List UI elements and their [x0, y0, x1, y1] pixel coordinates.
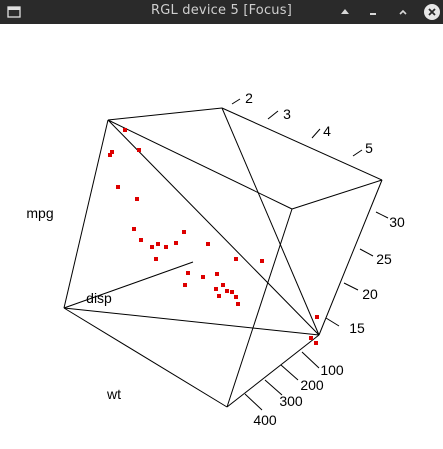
scatter-point [123, 128, 127, 132]
box-edge [63, 119, 109, 309]
y-tick-label: 200 [300, 377, 324, 393]
y-tick-label: 300 [279, 393, 303, 409]
scatter-point [156, 242, 160, 246]
axis-ticks [231, 98, 389, 411]
scatter-point [108, 153, 112, 157]
scatter-point [183, 283, 187, 287]
y-tick [280, 364, 299, 381]
scatter-point [150, 245, 154, 249]
x-tick-label: 3 [283, 106, 291, 122]
scatter-point [132, 227, 136, 231]
scatter-point [215, 272, 219, 276]
x-tick-label: 5 [365, 140, 373, 156]
x-tick [352, 149, 363, 157]
close-icon[interactable] [423, 3, 441, 21]
box-edge [221, 107, 320, 336]
scatter-point [201, 275, 205, 279]
scatter-point [314, 341, 318, 345]
box-edge [107, 119, 320, 336]
z-tick-label: 30 [389, 214, 405, 230]
z-tick [375, 211, 389, 219]
scatter-point [174, 241, 178, 245]
scatter-point [230, 290, 234, 294]
scatter-point [221, 283, 225, 287]
z-tick [325, 317, 340, 327]
z-axis-label: mpg [26, 205, 53, 221]
scatter-point [309, 336, 313, 340]
rgl-plot-viewport[interactable]: 2 3 4 5 100 200 300 400 15 20 25 30 mpg disp wt [0, 24, 443, 445]
box-edge [221, 107, 383, 181]
y-tick [244, 393, 263, 411]
scatter-point [315, 315, 319, 319]
axis-labels: mpg disp wt [26, 205, 121, 402]
box-edge [291, 179, 383, 210]
x-tick-label: 2 [245, 90, 253, 106]
scatter-point [110, 150, 114, 154]
window-title: RGL device 5 [Focus] [151, 3, 292, 18]
x-axis-label: wt [106, 386, 121, 402]
maximize-icon[interactable] [395, 4, 411, 20]
y-axis-label: disp [86, 290, 112, 306]
y-tick-label: 400 [253, 412, 277, 428]
z-tick [343, 282, 359, 291]
scatter-point [137, 148, 141, 152]
box-edge [63, 261, 194, 309]
scatter-point [154, 257, 158, 261]
z-tick-label: 20 [362, 286, 378, 302]
scatter-point [234, 295, 238, 299]
scatter-point [182, 230, 186, 234]
x-tick-label: 4 [323, 123, 331, 139]
scatter-point [206, 242, 210, 246]
minimize-icon[interactable] [365, 4, 381, 20]
window-menu-icon[interactable] [6, 4, 22, 20]
y-tick [301, 351, 320, 369]
scatter-point [139, 238, 143, 242]
y-tick-label: 100 [320, 362, 344, 378]
box-edge [318, 179, 383, 336]
scatter-point [116, 185, 120, 189]
scatter-point [234, 257, 238, 261]
z-tick-label: 25 [376, 251, 392, 267]
data-points [108, 128, 319, 345]
x-tick [267, 110, 279, 120]
window-titlebar[interactable]: RGL device 5 [Focus] [0, 0, 443, 24]
box-edge [63, 307, 228, 408]
z-tick [359, 248, 374, 257]
y-tick [264, 379, 283, 396]
scatter-point [217, 294, 221, 298]
scatter-point [236, 302, 240, 306]
keep-above-icon[interactable] [337, 4, 353, 20]
x-tick [311, 128, 321, 139]
scatter-point [225, 289, 229, 293]
box-edge [107, 119, 293, 210]
scatter-point [260, 259, 264, 263]
scatter-point [164, 245, 168, 249]
box-edge [63, 307, 320, 336]
z-tick-label: 15 [349, 320, 365, 336]
scatter-point [135, 197, 139, 201]
scatter-point [186, 271, 190, 275]
scatter-point [214, 287, 218, 291]
bounding-box [63, 107, 383, 408]
x-tick [231, 98, 241, 105]
box-edge [226, 208, 293, 408]
box-edge [107, 107, 223, 121]
box-edge [226, 334, 320, 408]
